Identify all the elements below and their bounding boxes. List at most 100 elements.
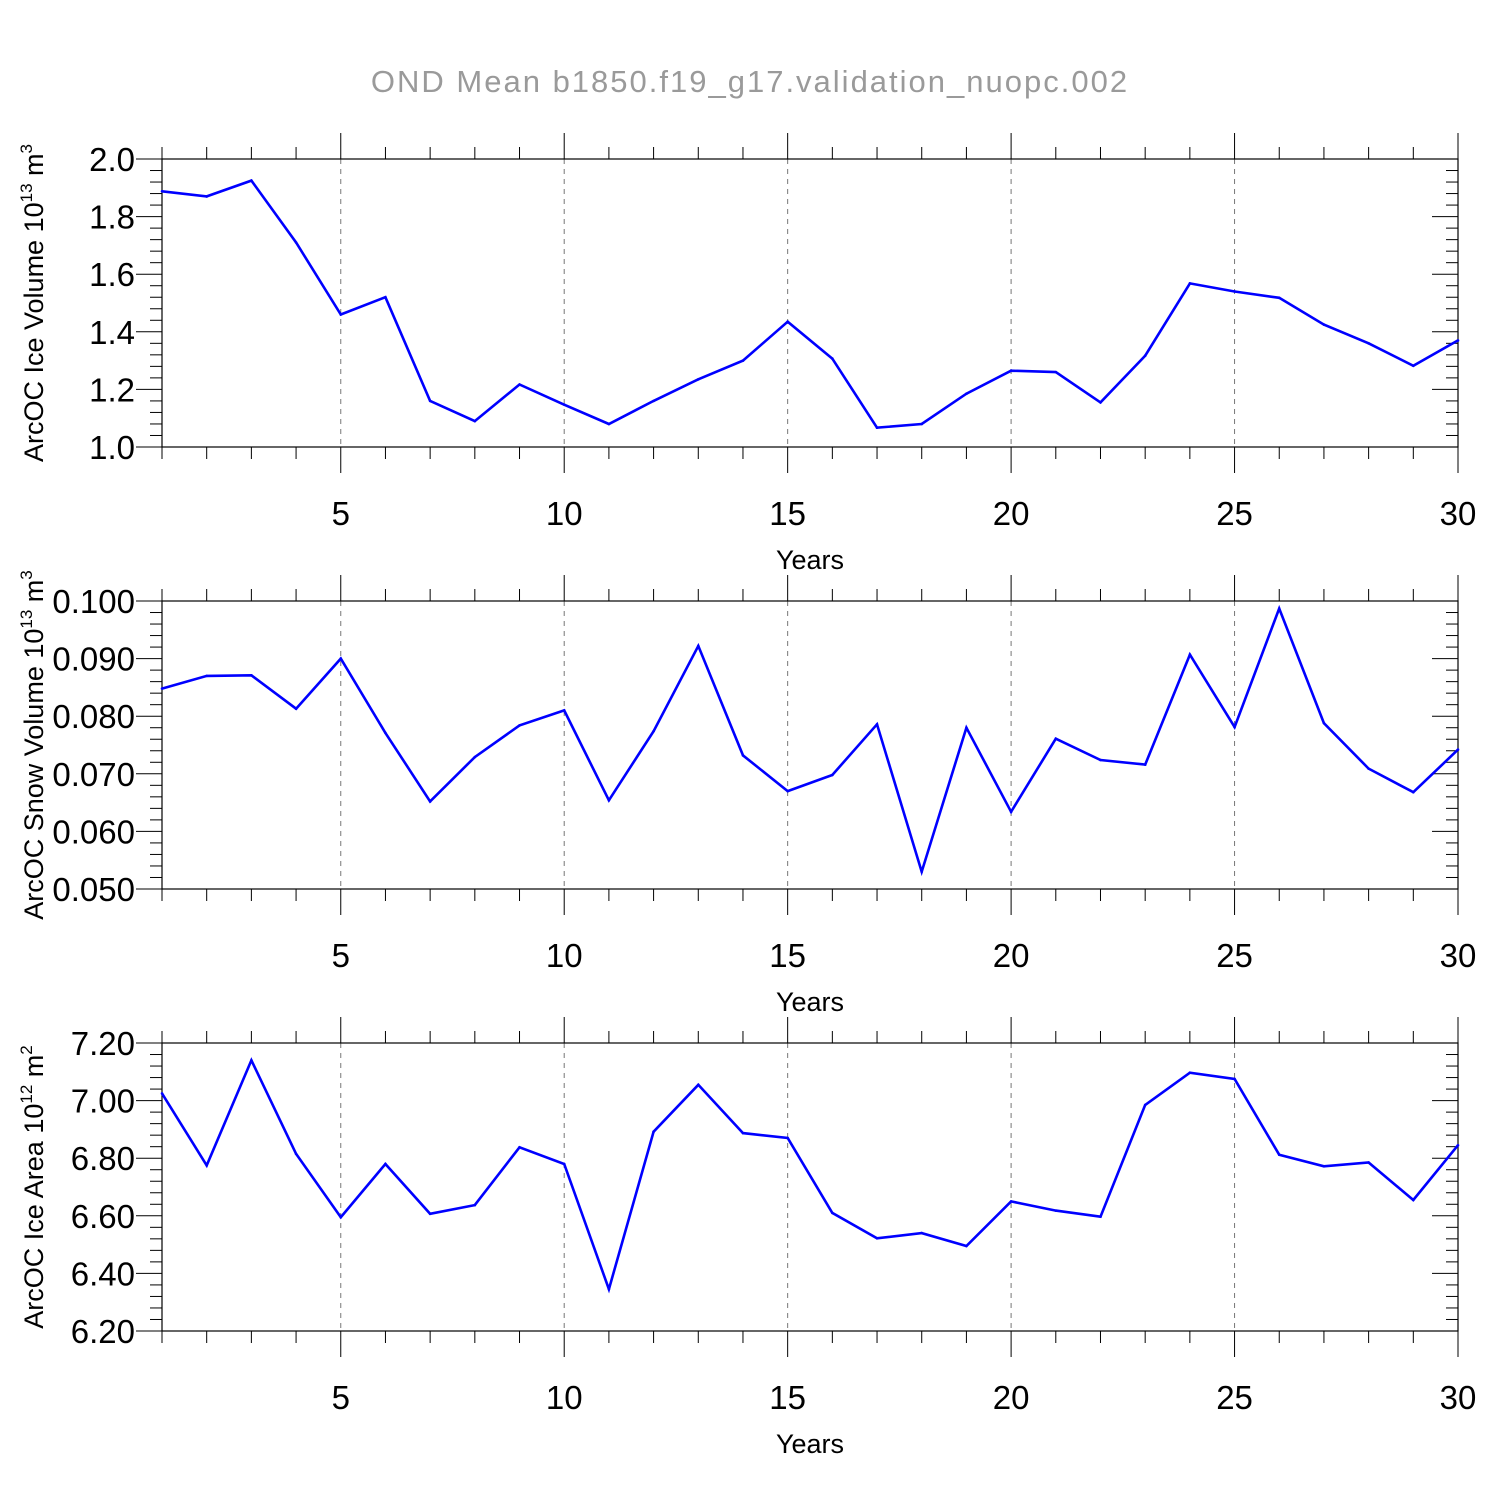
- data-point: [250, 674, 253, 677]
- data-point: [384, 1162, 387, 1166]
- data-point: [384, 295, 387, 299]
- data-point: [1456, 339, 1460, 342]
- data-point: [339, 657, 343, 660]
- x-tick-label: 20: [993, 495, 1030, 532]
- data-point: [1322, 721, 1326, 725]
- data-point: [1188, 282, 1192, 285]
- data-point: [1143, 763, 1147, 766]
- plot-frame: [161, 600, 1459, 890]
- x-tick-label: 30: [1440, 937, 1477, 974]
- y-tick-label: 1.0: [89, 429, 135, 466]
- data-point: [428, 1212, 432, 1216]
- chart-panel-2: 0.050 0.060 0.070 0.080 0.090 0.100 5 10 15 20 25 3…: [17, 570, 1476, 1017]
- data-point: [1188, 653, 1192, 656]
- data-point: [1322, 323, 1326, 326]
- y-tick-label: 0.100: [52, 583, 135, 620]
- data-point: [875, 426, 879, 430]
- x-tick-label: 25: [1216, 1379, 1253, 1416]
- data-point: [1277, 296, 1281, 300]
- data-point: [294, 1152, 298, 1156]
- data-point: [607, 1287, 611, 1291]
- data-point: [339, 313, 343, 316]
- y-tick-label: 6.60: [71, 1198, 135, 1235]
- data-point: [920, 422, 924, 426]
- data-point: [965, 726, 968, 730]
- y-tick-label: 6.80: [71, 1140, 135, 1177]
- x-tick-label: 30: [1440, 495, 1477, 532]
- data-point: [1054, 370, 1058, 374]
- data-point: [696, 1083, 700, 1087]
- x-tick-label: 5: [332, 495, 350, 532]
- data-point: [1233, 1077, 1236, 1081]
- x-tick-label: 15: [769, 1379, 806, 1416]
- data-point: [1143, 354, 1147, 358]
- y-tick-label: 0.050: [52, 871, 135, 908]
- data-point: [786, 320, 789, 324]
- x-tick-label: 20: [993, 1379, 1030, 1416]
- y-tick-label: 0.090: [52, 641, 135, 678]
- y-tick-label: 1.4: [89, 314, 135, 351]
- y-tick-label: 0.060: [52, 813, 135, 850]
- data-point: [696, 644, 700, 648]
- data-point: [875, 1236, 879, 1240]
- series-line: [161, 604, 1459, 877]
- data-point: [1412, 1198, 1415, 1202]
- x-axis-title: Years: [776, 545, 844, 575]
- data-point: [696, 378, 700, 381]
- x-tick-label: 5: [332, 937, 350, 974]
- y-axis-title: ArcOC Ice Area 1012 m2: [17, 1045, 49, 1329]
- y-axis-title: ArcOC Snow Volume 1013 m3: [17, 570, 49, 920]
- plot-frame: [161, 1042, 1459, 1332]
- data-point: [786, 789, 789, 793]
- data-point: [160, 189, 164, 193]
- x-tick-label: 10: [546, 495, 583, 532]
- data-point: [1367, 767, 1370, 770]
- series-line: [160, 1057, 1460, 1294]
- data-point: [1099, 758, 1102, 762]
- data-point: [1367, 342, 1370, 345]
- y-tick-label: 1.8: [89, 199, 135, 236]
- data-point: [965, 392, 968, 396]
- y-tick-label: 7.00: [71, 1083, 135, 1120]
- data-point: [1054, 1209, 1058, 1212]
- y-axis-title: ArcOC Ice Volume 1013 m3: [17, 144, 49, 462]
- data-point: [741, 359, 745, 362]
- data-point: [1233, 725, 1236, 729]
- data-point: [652, 1130, 655, 1134]
- y-tick-label: 6.20: [71, 1313, 135, 1350]
- data-point: [205, 674, 208, 678]
- x-tick-label: 30: [1440, 1379, 1477, 1416]
- data-point: [562, 709, 566, 712]
- data-point: [1277, 607, 1281, 610]
- data-point: [1188, 1071, 1192, 1074]
- data-point: [1099, 401, 1102, 404]
- data-point: [1054, 737, 1058, 740]
- x-tick-label: 5: [332, 1379, 350, 1416]
- data-point: [250, 179, 253, 182]
- data-point: [160, 1092, 164, 1095]
- data-point: [1412, 364, 1415, 368]
- data-point: [965, 1244, 968, 1248]
- data-point: [294, 707, 298, 711]
- data-point: [920, 1231, 924, 1235]
- data-point: [518, 1145, 521, 1149]
- data-point: [831, 773, 834, 777]
- x-axis-title: Years: [776, 1429, 844, 1459]
- data-point: [741, 1131, 745, 1135]
- data-point: [1322, 1164, 1326, 1168]
- data-point: [1277, 1153, 1281, 1157]
- x-axis-title: Years: [776, 987, 844, 1017]
- panels: 1.0 1.2 1.4 1.6 1.8 2.0 5 10 15 20 25 30 Years ArcOC …: [17, 133, 1476, 1459]
- figure-title: OND Mean b1850.f19_g17.validation_nuopc.…: [371, 64, 1129, 99]
- data-point: [562, 403, 566, 406]
- data-point: [384, 731, 387, 735]
- data-point: [428, 800, 432, 803]
- y-tick-label: 2.0: [89, 141, 135, 178]
- data-point: [1456, 748, 1460, 751]
- data-point: [518, 383, 521, 386]
- data-point: [831, 1211, 834, 1215]
- data-point: [473, 755, 477, 759]
- y-tick-label: 7.20: [71, 1025, 135, 1062]
- data-point: [1009, 369, 1013, 372]
